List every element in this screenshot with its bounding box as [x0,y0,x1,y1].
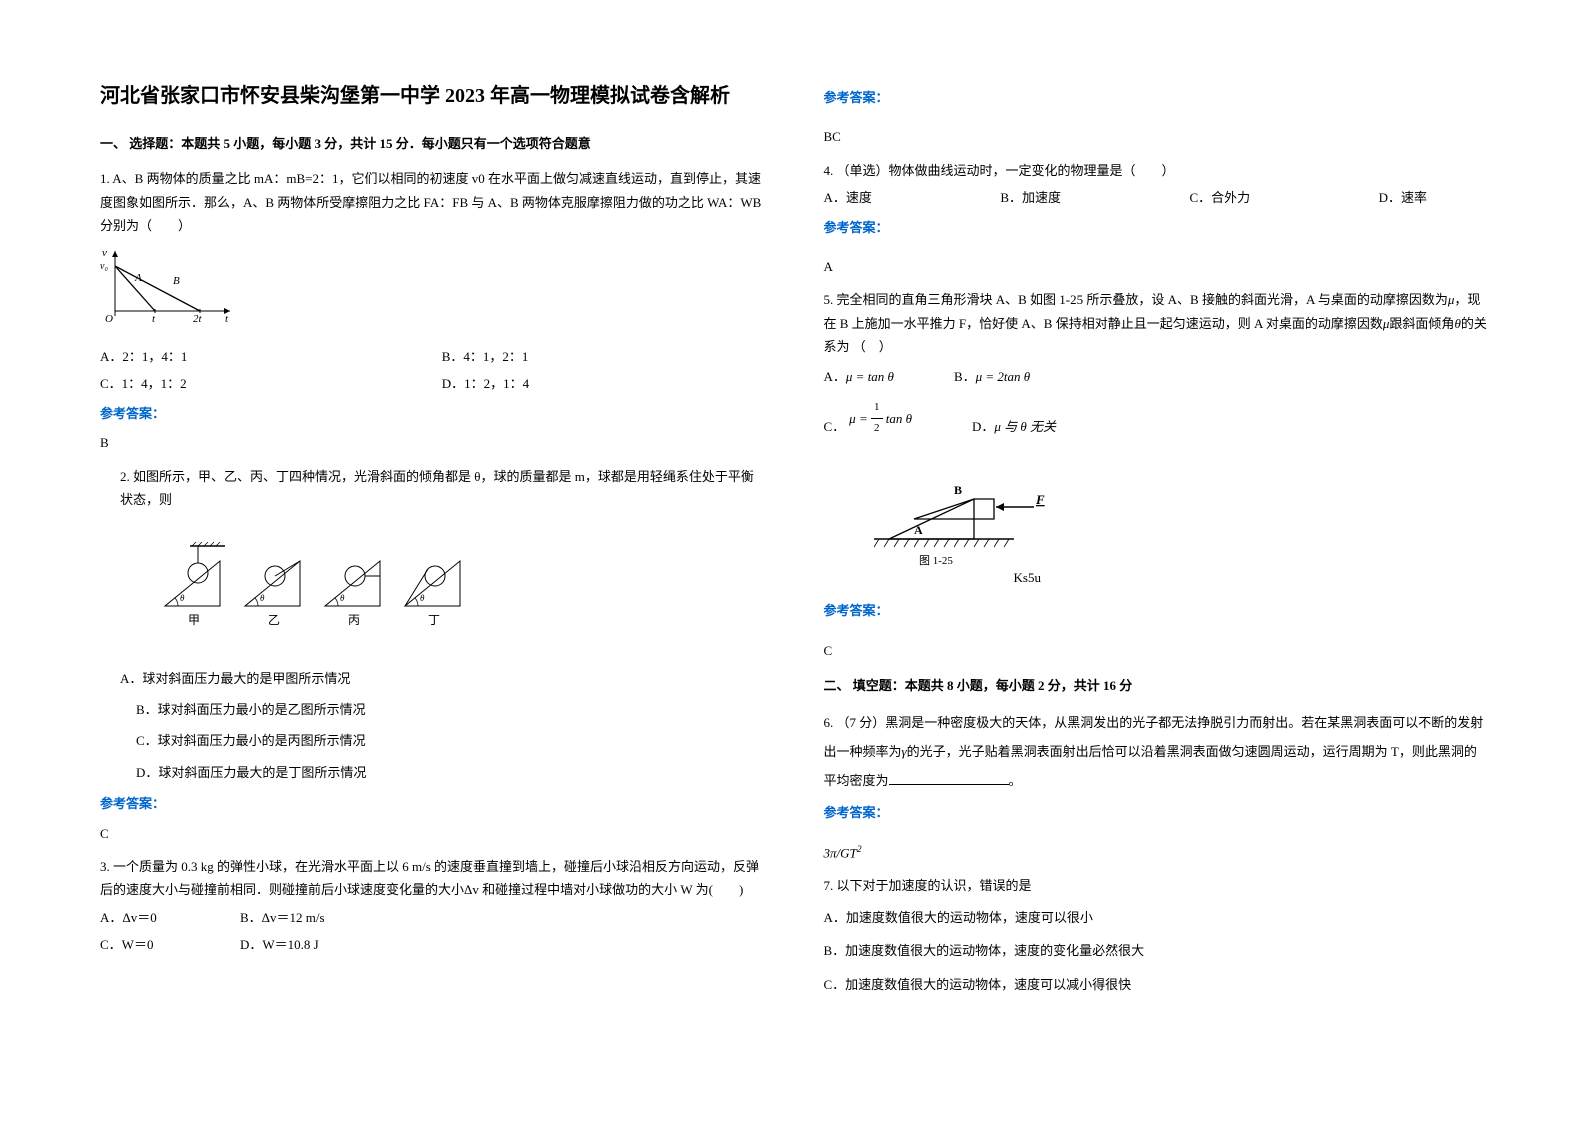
svg-text:B: B [173,275,180,287]
q4-answer: A [824,255,1488,278]
svg-text:图 1-25: 图 1-25 [919,554,953,567]
q2-opt-c: C．球对斜面压力最小的是丙图所示情况 [136,729,764,752]
q3-opt-a: A．Δv＝0 [100,906,220,929]
q5-answer-label: 参考答案： [824,599,1488,622]
q4-opt-c: C．合外力 [1189,186,1250,209]
q2-opt-a: A．球对斜面压力最大的是甲图所示情况 [120,667,764,690]
q4-opt-b: B．加速度 [1000,186,1061,209]
q5-ks5u: Ks5u [1014,566,1488,589]
q1-opt-c: C．1：4，1：2 [100,372,422,395]
svg-text:t: t [225,313,229,325]
document-title: 河北省张家口市怀安县柴沟堡第一中学 2023 年高一物理模拟试卷含解析 [100,80,764,112]
svg-text:A: A [134,272,142,284]
question-2: 2. 如图所示，甲、乙、丙、丁四种情况，光滑斜面的倾角都是 θ，球的质量都是 m… [100,465,764,846]
q4-opt-d: D．速率 [1379,186,1427,209]
q2-answer: C [100,822,764,845]
question-4: 4. （单选）物体做曲线运动时，一定变化的物理量是（ ） A．速度 B．加速度 … [824,159,1488,279]
svg-text:v: v [102,247,107,259]
q6-answer-label: 参考答案： [824,801,1488,824]
svg-text:B: B [954,483,962,497]
question-7: 7. 以下对于加速度的认识，错误的是 A．加速度数值很大的运动物体，速度可以很小… [824,874,1488,996]
q4-opt-a: A．速度 [824,186,872,209]
question-5: 5. 完全相同的直角三角形滑块 A、B 如图 1-25 所示叠放，设 A、B 接… [824,288,1488,662]
q5-opt-d: D．μ 与 θ 无关 [972,415,1056,438]
svg-text:O: O [105,313,113,325]
q3-opt-d: D．W＝10.8 J [240,933,764,956]
q3-answer: BC [824,125,1488,148]
svg-text:2t: 2t [193,313,203,325]
q7-text: 7. 以下对于加速度的认识，错误的是 [824,874,1488,897]
q5-opt-b: B．μ = 2tan θ [954,365,1030,388]
svg-text:θ: θ [260,593,265,603]
left-column: 河北省张家口市怀安县柴沟堡第一中学 2023 年高一物理模拟试卷含解析 一、 选… [100,80,764,1042]
svg-text:乙: 乙 [268,613,280,627]
q1-text: 1. A、B 两物体的质量之比 mA：mB=2：1，它们以相同的初速度 v0 在… [100,167,764,237]
q5-diagram: A B F 图 1-25 [864,469,1064,569]
q3-options: A．Δv＝0 B．Δv＝12 m/s C．W＝0 D．W＝10.8 J [100,906,764,957]
q7-opt-b: B．加速度数值很大的运动物体，速度的变化量必然很大 [824,939,1488,962]
q1-opt-b: B．4：1，2：1 [442,345,764,368]
q3-answer-label: 参考答案： [824,86,1488,109]
q3-text: 3. 一个质量为 0.3 kg 的弹性小球，在光滑水平面上以 6 m/s 的速度… [100,855,764,902]
svg-text:θ: θ [180,593,185,603]
svg-text:θ: θ [340,593,345,603]
q4-text: 4. （单选）物体做曲线运动时，一定变化的物理量是（ ） [824,159,1488,182]
question-3: 3. 一个质量为 0.3 kg 的弹性小球，在光滑水平面上以 6 m/s 的速度… [100,855,764,957]
svg-text:F: F [1035,492,1045,507]
q5-opt-a: A．μ = tan θ [824,365,894,388]
q2-opt-d: D．球对斜面压力最大的是丁图所示情况 [136,761,764,784]
q2-answer-label: 参考答案： [100,792,764,815]
q7-opt-c: C．加速度数值很大的运动物体，速度可以减小得很快 [824,973,1488,996]
q5-opt-c: C． μ = 1 2 tan θ [824,398,912,439]
q1-opt-d: D．1：2，1：4 [442,372,764,395]
q3-opt-b: B．Δv＝12 m/s [240,906,764,929]
q7-opt-a: A．加速度数值很大的运动物体，速度可以很小 [824,906,1488,929]
svg-text:丙: 丙 [348,613,360,627]
q4-options: A．速度 B．加速度 C．合外力 D．速率 [824,186,1488,209]
q6-answer: 3π/GT2 [824,841,1488,865]
q1-answer-label: 参考答案： [100,402,764,425]
q2-text: 2. 如图所示，甲、乙、丙、丁四种情况，光滑斜面的倾角都是 θ，球的质量都是 m… [120,465,764,512]
q1-options: A．2：1，4：1 B．4：1，2：1 C．1：4，1：2 D．1：2，1：4 [100,345,764,396]
section-1-header: 一、 选择题：本题共 5 小题，每小题 3 分，共计 15 分．每小题只有一个选… [100,132,764,155]
svg-text:A: A [914,523,923,537]
q1-answer: B [100,431,764,454]
svg-text:t: t [152,313,156,325]
right-column: 参考答案： BC 4. （单选）物体做曲线运动时，一定变化的物理量是（ ） A．… [824,80,1488,1042]
q5-options: A．μ = tan θ B．μ = 2tan θ C． μ = 1 2 tan … [824,365,1488,439]
section-2-header: 二、 填空题：本题共 8 小题，每小题 2 分，共计 16 分 [824,674,1488,697]
q5-answer: C [824,639,1488,662]
q2-diagram: θ 甲 θ 乙 θ 丙 [160,521,480,641]
q3-opt-c: C．W＝0 [100,933,220,956]
q4-answer-label: 参考答案： [824,216,1488,239]
question-1: 1. A、B 两物体的质量之比 mA：mB=2：1，它们以相同的初速度 v0 在… [100,167,764,454]
q1-opt-a: A．2：1，4：1 [100,345,422,368]
svg-text:θ: θ [420,593,425,603]
q1-graph: v v₀ A B O t 2t t [100,246,240,326]
svg-text:丁: 丁 [428,613,440,627]
q5-text: 5. 完全相同的直角三角形滑块 A、B 如图 1-25 所示叠放，设 A、B 接… [824,288,1488,358]
svg-text:甲: 甲 [188,613,200,627]
svg-text:v₀: v₀ [100,261,108,272]
question-6: 6. （7 分）黑洞是一种密度极大的天体，从黑洞发出的光子都无法挣脱引力而射出。… [824,709,1488,864]
q6-text: 6. （7 分）黑洞是一种密度极大的天体，从黑洞发出的光子都无法挣脱引力而射出。… [824,709,1488,795]
q2-options: A．球对斜面压力最大的是甲图所示情况 B．球对斜面压力最小的是乙图所示情况 C．… [120,667,764,785]
q2-opt-b: B．球对斜面压力最小的是乙图所示情况 [136,698,764,721]
